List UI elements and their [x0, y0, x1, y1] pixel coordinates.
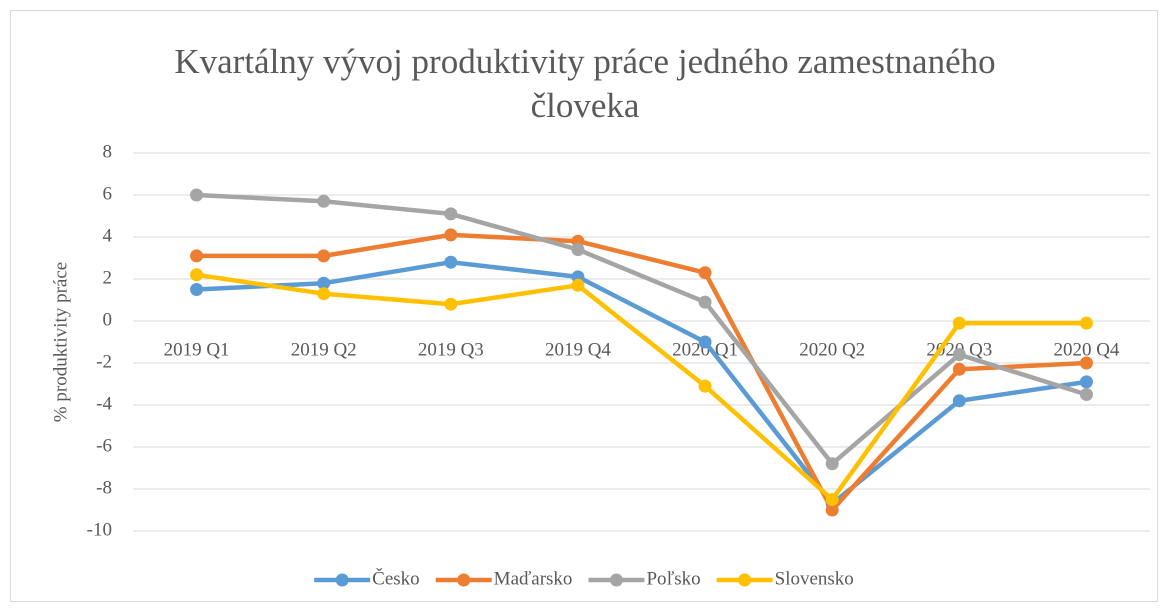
y-tick-label: -4	[96, 393, 112, 414]
data-point	[825, 457, 839, 471]
x-tick-label: 2019 Q1	[164, 339, 230, 360]
data-point	[952, 348, 966, 362]
data-point	[444, 255, 458, 269]
legend-marker	[335, 573, 349, 587]
data-point	[190, 188, 204, 202]
data-point	[571, 243, 585, 257]
data-point	[1079, 375, 1093, 389]
legend-label: Česko	[372, 567, 420, 589]
data-point	[698, 295, 712, 309]
y-tick-label: 6	[103, 183, 113, 204]
chart-title: Kvartálny vývoj produktivity práce jedné…	[174, 42, 996, 125]
series-line	[196, 272, 1087, 502]
series-line	[196, 259, 1087, 506]
legend-marker	[457, 573, 471, 587]
y-tick-label: 2	[103, 267, 113, 288]
chart-frame	[10, 10, 1158, 602]
y-tick-label: 0	[103, 309, 113, 330]
y-axis-label: % produktivity práce	[50, 262, 71, 422]
data-point	[698, 266, 712, 280]
x-tick-label: 2019 Q2	[291, 339, 357, 360]
data-point	[444, 228, 458, 242]
data-point	[825, 493, 839, 506]
data-point	[444, 297, 458, 311]
legend-label: Poľsko	[646, 568, 700, 589]
data-point	[952, 362, 966, 376]
data-point	[1079, 388, 1093, 401]
legend-marker	[738, 573, 752, 587]
data-point	[317, 276, 331, 290]
y-tick-label: 4	[103, 225, 113, 246]
data-point	[952, 316, 966, 330]
legend-item: Česko	[314, 567, 420, 589]
data-point	[317, 287, 331, 301]
data-point	[317, 194, 331, 208]
data-point	[698, 379, 712, 393]
y-tick-label: -6	[96, 435, 112, 456]
legend-item: Poľsko	[588, 568, 701, 589]
data-point	[825, 503, 839, 517]
legend-label: Maďarsko	[494, 568, 573, 589]
y-tick-label: -2	[96, 351, 112, 372]
data-point	[317, 249, 331, 263]
series-line	[196, 192, 1088, 467]
legend-label: Slovensko	[775, 568, 854, 589]
data-point	[190, 249, 204, 263]
x-tick-label: 2019 Q3	[418, 339, 484, 360]
legend-marker	[609, 573, 623, 587]
data-point	[1079, 316, 1093, 330]
data-point	[952, 394, 966, 408]
y-tick-label: -10	[87, 519, 112, 540]
data-point	[190, 268, 204, 282]
series-line	[196, 232, 1087, 513]
data-point	[190, 283, 204, 296]
data-point	[571, 278, 585, 292]
data-point	[1079, 356, 1093, 370]
legend-item: Maďarsko	[435, 568, 573, 589]
legend-item: Slovensko	[716, 568, 854, 589]
x-tick-label: 2019 Q4	[545, 339, 611, 360]
x-tick-label: 2020 Q4	[1053, 339, 1119, 360]
data-point	[444, 207, 458, 221]
x-tick-label: 2020 Q1	[672, 339, 738, 360]
x-tick-label: 2020 Q2	[799, 339, 865, 360]
y-tick-label: -8	[96, 477, 112, 498]
data-point	[698, 335, 712, 349]
y-tick-label: 8	[103, 141, 113, 162]
